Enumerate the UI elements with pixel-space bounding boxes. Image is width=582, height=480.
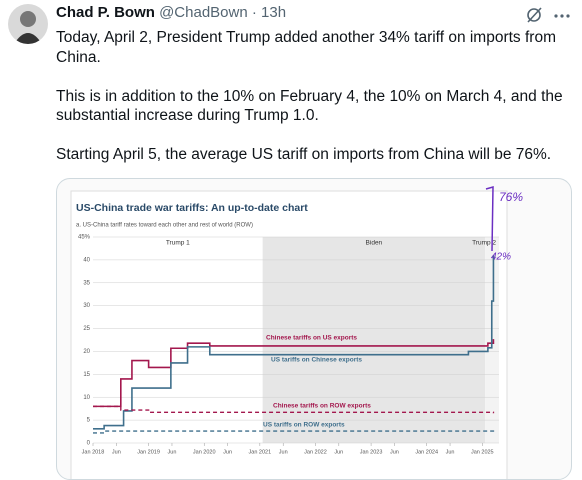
more-icon[interactable] bbox=[554, 14, 570, 18]
y-tick-label: 40 bbox=[83, 257, 90, 263]
y-tick-label: 45% bbox=[78, 235, 91, 241]
x-tick-label: Jan 2022 bbox=[304, 449, 327, 455]
x-tick-label: Jan 2024 bbox=[415, 449, 438, 455]
series-line bbox=[93, 405, 495, 414]
grok-icon[interactable] bbox=[527, 8, 541, 22]
period-label: Biden bbox=[366, 240, 383, 247]
x-tick-label: Jan 2021 bbox=[249, 449, 272, 455]
series-label: Chinese tariffs on ROW exports bbox=[273, 403, 371, 410]
hand-annotation bbox=[485, 186, 494, 252]
annotation: 76% bbox=[499, 190, 523, 204]
period-band bbox=[262, 237, 486, 443]
chart: US-China trade war tariffs: An up-to-dat… bbox=[70, 186, 523, 479]
page: Chad P. Bown @ChadBown · 13h Today, Apri… bbox=[8, 4, 572, 480]
y-tick-label: 35 bbox=[83, 280, 90, 286]
chart-title: US-China trade war tariffs: An up-to-dat… bbox=[76, 202, 308, 214]
period-label: Trump 1 bbox=[166, 240, 190, 247]
y-tick-label: 30 bbox=[83, 303, 90, 309]
separator: · bbox=[251, 4, 257, 21]
media[interactable]: US-China trade war tariffs: An up-to-dat… bbox=[56, 178, 572, 480]
x-tick-label: Jun bbox=[334, 449, 343, 455]
avatar[interactable] bbox=[8, 4, 48, 44]
x-tick-label: Jun bbox=[279, 449, 288, 455]
x-tick-label: Jan 2019 bbox=[137, 449, 160, 455]
post-text: Today, April 2, President Trump added an… bbox=[56, 28, 566, 184]
y-tick-label: 25 bbox=[83, 326, 90, 332]
x-tick-label: Jan 2020 bbox=[193, 449, 216, 455]
series-label: US tariffs on Chinese exports bbox=[271, 357, 362, 364]
time[interactable]: 13h bbox=[261, 4, 287, 21]
handle[interactable]: @ChadBown bbox=[159, 4, 248, 21]
series-line bbox=[93, 255, 495, 430]
series-line bbox=[93, 429, 495, 434]
post-header: Chad P. Bown @ChadBown · 13h bbox=[56, 4, 286, 21]
series-line bbox=[93, 339, 495, 408]
y-tick-label: 15 bbox=[83, 372, 90, 378]
x-tick-label: Jun bbox=[168, 449, 177, 455]
x-tick-label: Jan 2018 bbox=[82, 449, 105, 455]
x-tick-label: Jun bbox=[446, 449, 455, 455]
series-label: Chinese tariffs on US exports bbox=[266, 335, 357, 342]
paragraph: Today, April 2, President Trump added an… bbox=[56, 29, 556, 66]
x-tick-label: Jun bbox=[390, 449, 399, 455]
y-tick-label: 20 bbox=[83, 349, 90, 355]
paragraph: This is in addition to the 10% on Februa… bbox=[56, 87, 563, 125]
paragraph: Starting April 5, the average US tariff … bbox=[56, 146, 552, 163]
y-tick-label: 10 bbox=[83, 395, 90, 401]
avatar-image bbox=[14, 11, 42, 44]
annotation: 42% bbox=[491, 252, 511, 263]
x-tick-label: Jan 2025 bbox=[471, 449, 494, 455]
period-label: Trump 2 bbox=[472, 240, 496, 247]
series-label: US tariffs on ROW exports bbox=[263, 422, 345, 429]
x-tick-label: Jun bbox=[223, 449, 232, 455]
chart-subtitle: a. US-China tariff rates toward each oth… bbox=[76, 223, 253, 229]
x-tick-label: Jun bbox=[112, 449, 121, 455]
x-tick-label: Jan 2023 bbox=[360, 449, 383, 455]
y-tick-label: 5 bbox=[87, 418, 91, 424]
author-name[interactable]: Chad P. Bown bbox=[56, 4, 155, 21]
post-icons bbox=[527, 7, 570, 23]
y-tick-label: 0 bbox=[87, 441, 91, 447]
